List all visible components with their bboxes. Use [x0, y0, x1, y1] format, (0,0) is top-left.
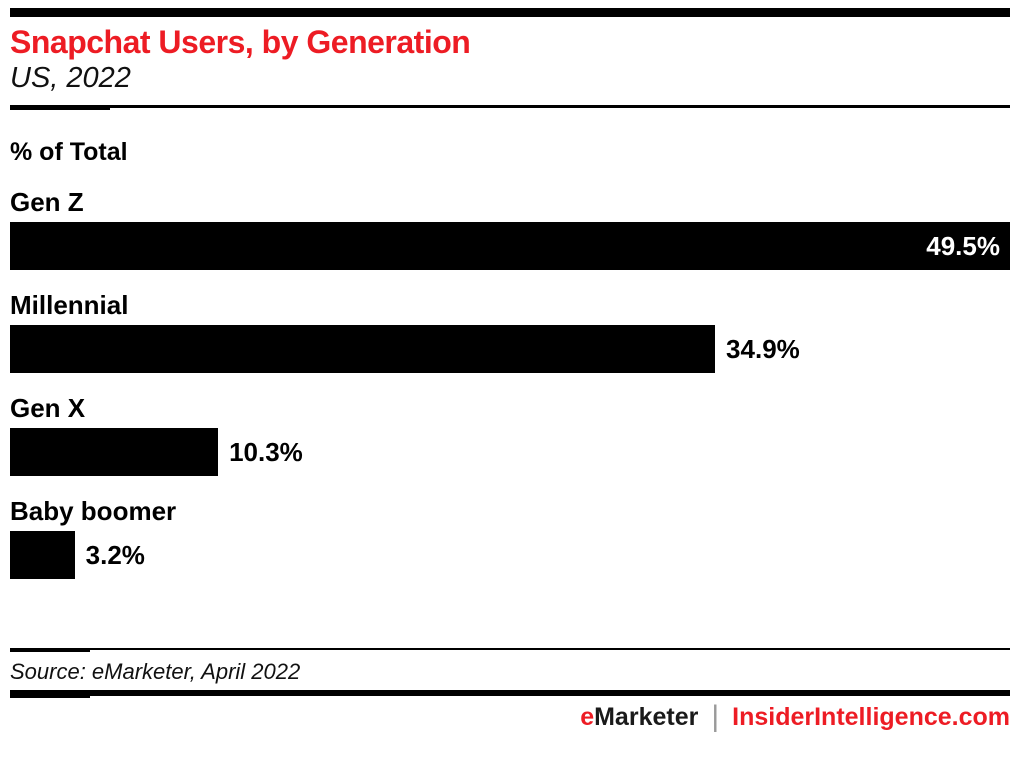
- insider-intelligence-link[interactable]: InsiderIntelligence.com: [732, 703, 1010, 731]
- emarketer-logo: eMarketer: [580, 701, 698, 733]
- footer-divider-thin: [10, 648, 1010, 652]
- bar: [10, 428, 219, 476]
- chart-subtitle: US, 2022: [10, 62, 131, 94]
- footer-divider-thick: [10, 690, 1010, 698]
- category-label: Baby boomer: [10, 496, 177, 526]
- unit-label: % of Total: [10, 138, 128, 166]
- value-label: 49.5%: [926, 231, 1000, 261]
- footer-branding: eMarketer | InsiderIntelligence.com: [580, 701, 1010, 733]
- bar-track: 10.3%: [10, 428, 1010, 476]
- category-label: Millennial: [10, 290, 129, 320]
- source-note: Source: eMarketer, April 2022: [10, 659, 301, 684]
- bar-chart: Gen Z 49.5% Millennial 34.9% Gen X 10.3% Baby …: [10, 188, 1010, 600]
- bar-track: 49.5%: [10, 222, 1010, 270]
- bar: [10, 531, 75, 579]
- bar-row: Gen Z 49.5%: [10, 188, 1010, 270]
- bar-track: 34.9%: [10, 325, 1010, 373]
- bar-row: Gen X 10.3%: [10, 394, 1010, 476]
- emarketer-logo-rest: Marketer: [594, 703, 699, 731]
- emarketer-logo-e: e: [580, 703, 595, 731]
- bar-track: 3.2%: [10, 531, 1010, 579]
- brand-separator: |: [711, 700, 720, 733]
- value-label: 3.2%: [85, 539, 145, 570]
- bar-row: Millennial 34.9%: [10, 291, 1010, 373]
- bar: 49.5%: [10, 222, 1010, 270]
- bar-row: Baby boomer 3.2%: [10, 497, 1010, 579]
- value-label: 10.3%: [229, 436, 303, 467]
- category-label: Gen Z: [10, 187, 84, 217]
- category-label: Gen X: [10, 393, 86, 423]
- top-accent-bar: [10, 8, 1010, 17]
- value-label: 34.9%: [726, 333, 800, 364]
- chart-title: Snapchat Users, by Generation: [10, 24, 471, 60]
- header-divider: [10, 105, 1010, 110]
- bar: [10, 325, 716, 373]
